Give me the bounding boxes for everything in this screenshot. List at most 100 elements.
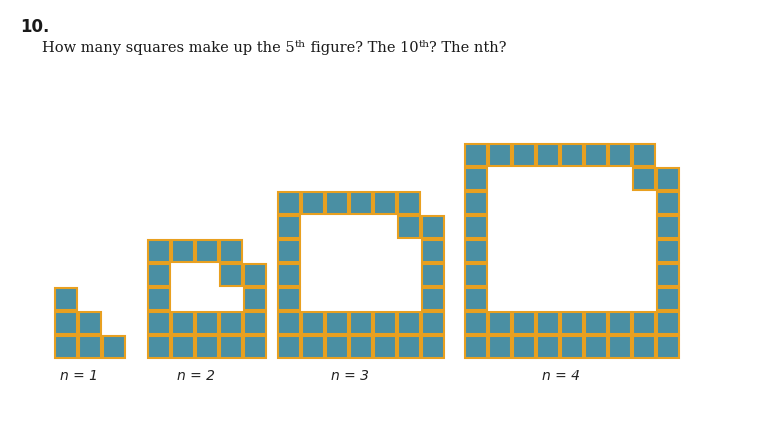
FancyBboxPatch shape: [350, 193, 372, 215]
FancyBboxPatch shape: [422, 288, 444, 310]
FancyBboxPatch shape: [561, 312, 583, 334]
FancyBboxPatch shape: [489, 312, 511, 334]
Text: n = 2: n = 2: [177, 368, 215, 382]
FancyBboxPatch shape: [55, 312, 77, 334]
FancyBboxPatch shape: [633, 145, 655, 166]
FancyBboxPatch shape: [55, 288, 77, 310]
FancyBboxPatch shape: [55, 336, 77, 358]
FancyBboxPatch shape: [513, 336, 535, 358]
FancyBboxPatch shape: [561, 336, 583, 358]
FancyBboxPatch shape: [513, 312, 535, 334]
FancyBboxPatch shape: [196, 240, 218, 262]
Text: figure? The 10: figure? The 10: [306, 41, 418, 55]
Text: 10.: 10.: [20, 18, 49, 36]
FancyBboxPatch shape: [148, 312, 170, 334]
FancyBboxPatch shape: [244, 312, 266, 334]
FancyBboxPatch shape: [302, 193, 324, 215]
FancyBboxPatch shape: [422, 216, 444, 238]
Text: n = 3: n = 3: [331, 368, 369, 382]
FancyBboxPatch shape: [278, 288, 300, 310]
FancyBboxPatch shape: [465, 216, 487, 238]
Text: th: th: [295, 40, 306, 49]
FancyBboxPatch shape: [278, 216, 300, 238]
FancyBboxPatch shape: [172, 240, 194, 262]
FancyBboxPatch shape: [278, 193, 300, 215]
FancyBboxPatch shape: [220, 312, 242, 334]
FancyBboxPatch shape: [398, 193, 420, 215]
FancyBboxPatch shape: [220, 336, 242, 358]
FancyBboxPatch shape: [561, 145, 583, 166]
FancyBboxPatch shape: [513, 145, 535, 166]
FancyBboxPatch shape: [103, 336, 125, 358]
FancyBboxPatch shape: [465, 312, 487, 334]
FancyBboxPatch shape: [609, 312, 631, 334]
FancyBboxPatch shape: [657, 336, 679, 358]
FancyBboxPatch shape: [244, 336, 266, 358]
FancyBboxPatch shape: [244, 265, 266, 286]
FancyBboxPatch shape: [489, 336, 511, 358]
FancyBboxPatch shape: [465, 336, 487, 358]
FancyBboxPatch shape: [374, 193, 396, 215]
FancyBboxPatch shape: [633, 169, 655, 191]
FancyBboxPatch shape: [278, 336, 300, 358]
FancyBboxPatch shape: [278, 265, 300, 286]
FancyBboxPatch shape: [398, 312, 420, 334]
FancyBboxPatch shape: [302, 336, 324, 358]
FancyBboxPatch shape: [422, 240, 444, 262]
FancyBboxPatch shape: [244, 288, 266, 310]
FancyBboxPatch shape: [537, 336, 559, 358]
FancyBboxPatch shape: [657, 216, 679, 238]
FancyBboxPatch shape: [79, 336, 101, 358]
FancyBboxPatch shape: [465, 265, 487, 286]
FancyBboxPatch shape: [633, 312, 655, 334]
FancyBboxPatch shape: [422, 265, 444, 286]
FancyBboxPatch shape: [422, 312, 444, 334]
FancyBboxPatch shape: [657, 193, 679, 215]
FancyBboxPatch shape: [196, 312, 218, 334]
FancyBboxPatch shape: [422, 336, 444, 358]
Text: n = 1: n = 1: [60, 368, 98, 382]
FancyBboxPatch shape: [657, 288, 679, 310]
FancyBboxPatch shape: [326, 336, 348, 358]
FancyBboxPatch shape: [350, 312, 372, 334]
FancyBboxPatch shape: [374, 336, 396, 358]
FancyBboxPatch shape: [609, 145, 631, 166]
FancyBboxPatch shape: [398, 216, 420, 238]
Text: n = 4: n = 4: [542, 368, 580, 382]
FancyBboxPatch shape: [489, 145, 511, 166]
FancyBboxPatch shape: [537, 145, 559, 166]
Text: ? The nth?: ? The nth?: [429, 41, 506, 55]
FancyBboxPatch shape: [585, 312, 607, 334]
FancyBboxPatch shape: [172, 336, 194, 358]
FancyBboxPatch shape: [537, 312, 559, 334]
FancyBboxPatch shape: [172, 312, 194, 334]
FancyBboxPatch shape: [350, 336, 372, 358]
FancyBboxPatch shape: [278, 240, 300, 262]
FancyBboxPatch shape: [633, 336, 655, 358]
FancyBboxPatch shape: [465, 169, 487, 191]
FancyBboxPatch shape: [278, 312, 300, 334]
FancyBboxPatch shape: [79, 312, 101, 334]
FancyBboxPatch shape: [657, 240, 679, 262]
FancyBboxPatch shape: [326, 312, 348, 334]
FancyBboxPatch shape: [220, 240, 242, 262]
FancyBboxPatch shape: [465, 240, 487, 262]
FancyBboxPatch shape: [148, 336, 170, 358]
FancyBboxPatch shape: [326, 193, 348, 215]
FancyBboxPatch shape: [585, 145, 607, 166]
FancyBboxPatch shape: [465, 193, 487, 215]
FancyBboxPatch shape: [609, 336, 631, 358]
FancyBboxPatch shape: [657, 312, 679, 334]
FancyBboxPatch shape: [465, 288, 487, 310]
FancyBboxPatch shape: [148, 288, 170, 310]
FancyBboxPatch shape: [374, 312, 396, 334]
FancyBboxPatch shape: [148, 265, 170, 286]
FancyBboxPatch shape: [196, 336, 218, 358]
FancyBboxPatch shape: [585, 336, 607, 358]
FancyBboxPatch shape: [398, 336, 420, 358]
Text: th: th: [418, 40, 429, 49]
FancyBboxPatch shape: [657, 265, 679, 286]
FancyBboxPatch shape: [465, 145, 487, 166]
FancyBboxPatch shape: [148, 240, 170, 262]
Text: How many squares make up the 5: How many squares make up the 5: [42, 41, 295, 55]
